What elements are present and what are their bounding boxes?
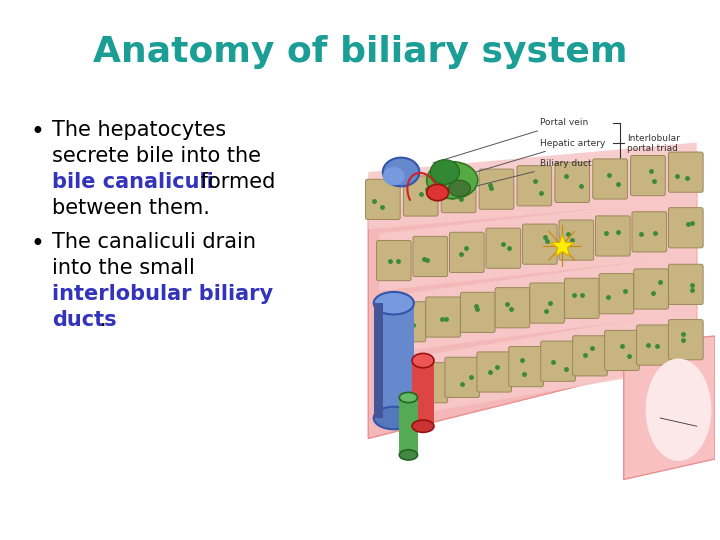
FancyBboxPatch shape	[460, 292, 495, 333]
FancyBboxPatch shape	[426, 297, 460, 337]
Text: Hepatic artery: Hepatic artery	[451, 139, 606, 179]
Ellipse shape	[427, 184, 449, 201]
FancyBboxPatch shape	[377, 240, 411, 281]
Polygon shape	[415, 309, 697, 414]
Polygon shape	[624, 336, 715, 480]
Ellipse shape	[383, 158, 419, 186]
FancyBboxPatch shape	[479, 169, 514, 210]
Text: interlobular biliary: interlobular biliary	[52, 284, 273, 304]
FancyBboxPatch shape	[412, 361, 434, 426]
Text: bile canaliculi: bile canaliculi	[52, 172, 214, 192]
Text: The canaliculi drain: The canaliculi drain	[52, 232, 256, 252]
FancyBboxPatch shape	[634, 269, 668, 309]
FancyBboxPatch shape	[366, 179, 400, 219]
FancyBboxPatch shape	[530, 283, 564, 323]
Ellipse shape	[431, 160, 459, 184]
FancyBboxPatch shape	[477, 352, 511, 392]
Ellipse shape	[400, 393, 418, 403]
FancyBboxPatch shape	[374, 303, 414, 418]
FancyBboxPatch shape	[668, 208, 703, 248]
FancyBboxPatch shape	[599, 274, 634, 314]
FancyBboxPatch shape	[555, 163, 590, 202]
Text: Portal vein: Portal vein	[433, 118, 588, 163]
FancyBboxPatch shape	[400, 397, 418, 455]
Ellipse shape	[449, 180, 470, 197]
FancyBboxPatch shape	[517, 166, 552, 206]
FancyBboxPatch shape	[495, 288, 530, 328]
Polygon shape	[368, 152, 697, 438]
FancyBboxPatch shape	[403, 176, 438, 216]
Text: formed: formed	[194, 172, 276, 192]
FancyBboxPatch shape	[413, 237, 448, 276]
Text: Anatomy of biliary system: Anatomy of biliary system	[93, 35, 627, 69]
FancyBboxPatch shape	[441, 172, 476, 213]
FancyBboxPatch shape	[632, 212, 667, 252]
Ellipse shape	[646, 359, 711, 461]
Text: ducts: ducts	[52, 310, 117, 330]
FancyBboxPatch shape	[449, 232, 484, 273]
FancyBboxPatch shape	[374, 303, 383, 418]
FancyBboxPatch shape	[636, 325, 671, 365]
FancyBboxPatch shape	[572, 336, 608, 376]
FancyBboxPatch shape	[509, 347, 544, 387]
FancyBboxPatch shape	[445, 357, 480, 397]
Text: into the small: into the small	[52, 258, 195, 278]
FancyBboxPatch shape	[523, 224, 557, 264]
Text: Biliary duct: Biliary duct	[436, 159, 591, 196]
Ellipse shape	[383, 167, 405, 185]
FancyBboxPatch shape	[595, 216, 630, 256]
FancyBboxPatch shape	[631, 156, 665, 195]
Text: .: .	[99, 310, 106, 330]
Text: •: •	[30, 232, 44, 256]
Ellipse shape	[412, 353, 434, 368]
FancyBboxPatch shape	[413, 363, 448, 403]
FancyBboxPatch shape	[564, 278, 599, 319]
Text: Interlobular
portal triad: Interlobular portal triad	[627, 133, 680, 153]
FancyBboxPatch shape	[391, 302, 426, 342]
Polygon shape	[394, 254, 697, 353]
Polygon shape	[368, 143, 697, 230]
Ellipse shape	[400, 450, 418, 460]
FancyBboxPatch shape	[668, 320, 703, 360]
FancyBboxPatch shape	[668, 264, 703, 305]
Ellipse shape	[427, 162, 478, 199]
Ellipse shape	[412, 420, 434, 433]
FancyBboxPatch shape	[668, 152, 703, 192]
FancyBboxPatch shape	[486, 228, 521, 268]
FancyBboxPatch shape	[541, 341, 575, 381]
FancyBboxPatch shape	[593, 159, 627, 199]
Text: •: •	[30, 120, 44, 144]
Ellipse shape	[374, 407, 414, 429]
Ellipse shape	[374, 292, 414, 314]
FancyBboxPatch shape	[605, 330, 639, 370]
Polygon shape	[379, 198, 697, 291]
FancyBboxPatch shape	[559, 220, 593, 260]
Text: secrete bile into the: secrete bile into the	[52, 146, 261, 166]
Text: The hepatocytes: The hepatocytes	[52, 120, 226, 140]
Text: between them.: between them.	[52, 198, 210, 218]
